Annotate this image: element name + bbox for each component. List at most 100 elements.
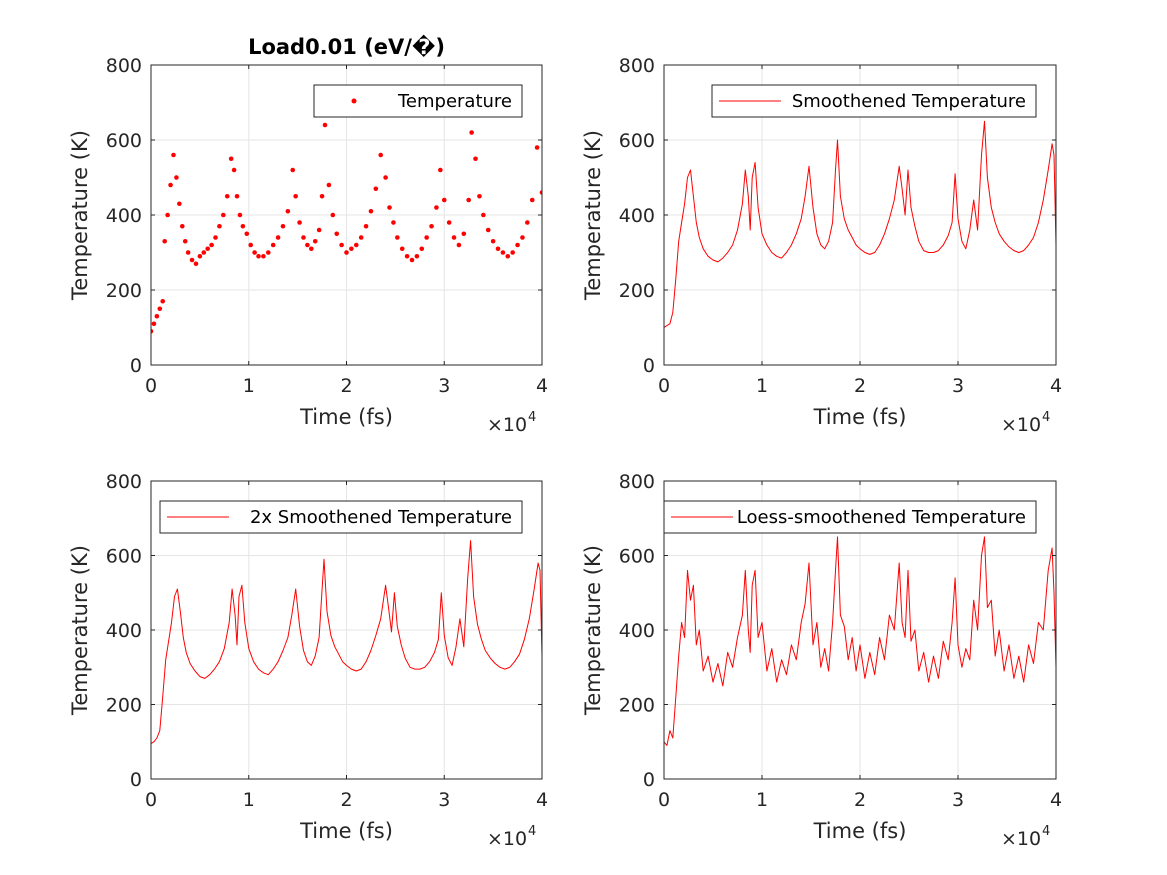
- y-tick-label: 600: [619, 130, 655, 152]
- data-point: [309, 246, 314, 252]
- x-tick-label: 3: [952, 375, 964, 397]
- x-tick-label: 4: [536, 375, 548, 397]
- x-tick-label: 3: [438, 789, 450, 811]
- data-point: [297, 220, 302, 225]
- data-point: [154, 313, 160, 319]
- data-point: [378, 152, 384, 158]
- x-tick-label: 0: [658, 789, 670, 811]
- x-tick-label: 2: [854, 375, 866, 397]
- series-line: [664, 120, 1056, 328]
- data-point: [234, 193, 240, 199]
- data-point: [217, 223, 222, 229]
- y-tick-label: 200: [106, 695, 142, 717]
- x-tick-label: 0: [145, 789, 157, 811]
- data-layer: [664, 536, 1056, 746]
- data-point: [409, 257, 415, 263]
- x-tick-label: 3: [438, 375, 450, 397]
- y-tick-label: 400: [619, 620, 655, 642]
- data-point: [539, 190, 542, 195]
- data-point: [165, 212, 170, 218]
- data-point: [477, 193, 482, 199]
- data-point: [505, 253, 511, 259]
- data-point: [228, 156, 234, 162]
- y-tick-label: 200: [619, 695, 655, 717]
- x-axis-label: Time (fs): [813, 819, 907, 843]
- legend: Loess-smoothened Temperature: [663, 500, 1037, 534]
- y-axis-label: Temperature (K): [68, 130, 92, 301]
- data-point: [293, 193, 298, 199]
- y-tick-label: 800: [106, 471, 142, 493]
- legend-label: 2x Smoothened Temperature: [250, 507, 512, 528]
- data-layer: [664, 120, 1056, 328]
- y-tick-label: 400: [619, 205, 655, 227]
- data-point: [424, 235, 429, 240]
- data-point: [237, 212, 243, 218]
- data-point: [383, 175, 388, 180]
- data-point: [151, 321, 157, 327]
- data-point: [189, 257, 195, 263]
- data-point: [466, 197, 471, 203]
- y-tick-label: 600: [106, 130, 142, 152]
- x-tick-label: 3: [952, 789, 964, 811]
- y-tick-label: 400: [106, 205, 142, 227]
- legend-label: Temperature: [397, 91, 512, 112]
- data-point: [373, 186, 379, 192]
- data-point: [451, 235, 457, 240]
- data-point: [368, 208, 374, 214]
- data-point: [301, 235, 306, 240]
- data-point: [312, 238, 318, 244]
- data-point: [456, 242, 462, 248]
- data-point: [438, 167, 443, 173]
- y-tick-label: 400: [106, 620, 142, 642]
- x-tick-label: 1: [243, 375, 255, 397]
- legend: Temperature: [313, 84, 523, 118]
- data-point: [334, 231, 340, 237]
- x-tick-label: 2: [340, 375, 352, 397]
- x-axis-label: Time (fs): [299, 405, 393, 429]
- data-point: [339, 242, 344, 248]
- data-point: [248, 242, 254, 248]
- data-point: [162, 238, 167, 244]
- x-tick-label: 1: [756, 375, 768, 397]
- x-tick-label: 4: [1050, 789, 1062, 811]
- y-tick-label: 0: [130, 769, 142, 791]
- x-tick-label: 1: [756, 789, 768, 811]
- data-point: [515, 242, 520, 248]
- data-point: [224, 193, 230, 199]
- data-point: [485, 227, 491, 233]
- data-point: [469, 130, 474, 135]
- data-point: [240, 223, 246, 229]
- data-point: [419, 246, 425, 252]
- data-point: [270, 242, 276, 248]
- x-axis-label: Time (fs): [299, 819, 393, 843]
- x-multiplier-exponent: 4: [1042, 824, 1050, 839]
- data-point: [160, 298, 166, 304]
- data-point: [387, 205, 392, 210]
- y-tick-label: 200: [619, 280, 655, 302]
- x-axis-label: Time (fs): [813, 405, 907, 429]
- data-point: [446, 220, 452, 225]
- x-tick-label: 4: [1050, 375, 1062, 397]
- data-point: [171, 152, 176, 158]
- data-point: [177, 201, 182, 207]
- data-point: [481, 212, 486, 218]
- series-line: [151, 540, 542, 745]
- data-point: [490, 238, 496, 244]
- y-tick-label: 0: [130, 355, 142, 377]
- legend: Smoothened Temperature: [711, 84, 1037, 118]
- data-point: [434, 205, 439, 210]
- data-point: [495, 246, 501, 252]
- x-tick-label: 0: [658, 375, 670, 397]
- data-point: [534, 145, 540, 150]
- data-point: [461, 231, 467, 237]
- data-point: [391, 220, 396, 225]
- data-point: [363, 223, 369, 229]
- data-point: [213, 235, 218, 240]
- y-tick-label: 0: [643, 355, 655, 377]
- x-multiplier: ×10: [487, 828, 527, 850]
- data-point: [221, 212, 226, 218]
- data-point: [209, 242, 214, 248]
